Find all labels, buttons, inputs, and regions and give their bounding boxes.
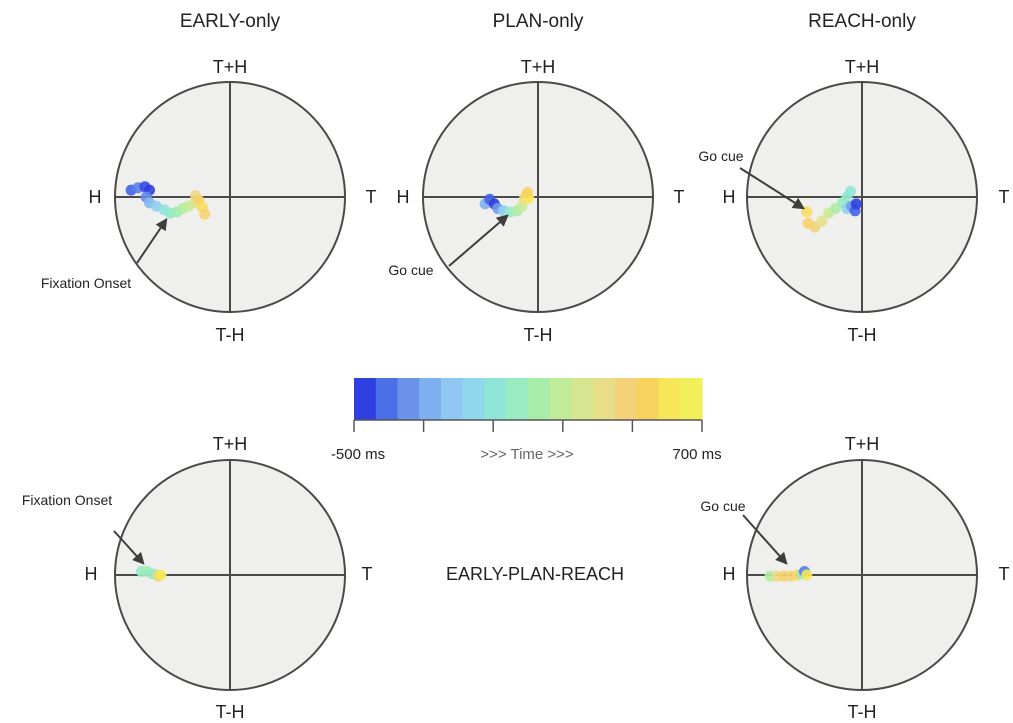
- panel-title-early-only: EARLY-only: [180, 11, 281, 32]
- colorbar-min-label: -500 ms: [331, 446, 385, 463]
- axis-label-right: T: [366, 187, 377, 207]
- colorbar-segment: [441, 378, 464, 420]
- colorbar-segment: [528, 378, 551, 420]
- time-colorbar: [354, 378, 703, 420]
- colorbar-segment: [571, 378, 594, 420]
- colorbar-segment: [658, 378, 681, 420]
- polar-panel-reach-only: T+H T-H H T Go cue: [698, 57, 1009, 345]
- panel-title-reach-only: REACH-only: [808, 11, 916, 32]
- colorbar-segment: [375, 378, 399, 420]
- polar-panel-early-plan-reach-right: T+H T-H H T Go cue: [700, 434, 1009, 722]
- polar-panel-early-only: T+H T-H H T Fixation Onset: [41, 57, 377, 345]
- colorbar-max-label: 700 ms: [672, 446, 721, 463]
- trajectory-early-only: [125, 181, 211, 220]
- colorbar-segment: [419, 378, 442, 420]
- trajectory-point: [155, 569, 167, 581]
- trajectory-point: [199, 208, 211, 220]
- annotation-arrow: [739, 167, 806, 210]
- axis-label-right: T: [999, 187, 1010, 207]
- axis-label-bottom: T-H: [848, 702, 877, 722]
- trajectory-point: [850, 198, 862, 210]
- axis-label-left: H: [723, 187, 736, 207]
- trajectory-early-plan-reach-right: [764, 566, 813, 582]
- axis-label-right: T: [674, 187, 685, 207]
- trajectory-reach-only: [801, 185, 862, 233]
- colorbar-segment: [636, 378, 660, 420]
- colorbar-mid-label: >>> Time >>>: [480, 446, 574, 463]
- axis-label-bottom: T-H: [216, 325, 245, 345]
- trajectory-point: [801, 569, 813, 581]
- polar-panel-early-plan-reach-left: T+H T-H H T Fixation Onset: [22, 434, 373, 722]
- colorbar-segment: [484, 378, 507, 420]
- annotation-arrow: [448, 214, 509, 267]
- colorbar-segment: [397, 378, 420, 420]
- annotation-go-cue: Go cue: [388, 262, 433, 278]
- colorbar-segment: [615, 378, 638, 420]
- center-label-early-plan-reach: EARLY-PLAN-REACH: [446, 564, 624, 584]
- annotation-go-cue: Go cue: [700, 498, 745, 514]
- annotation-go-cue: Go cue: [698, 148, 743, 164]
- annotation-arrow: [113, 530, 145, 565]
- colorbar-ticks: [353, 420, 703, 432]
- axis-label-top: T+H: [845, 57, 880, 77]
- colorbar-segment: [549, 378, 573, 420]
- annotation-arrow: [742, 514, 788, 565]
- colorbar-segment: [593, 378, 616, 420]
- panel-title-plan-only: PLAN-only: [493, 11, 584, 32]
- trajectory-point: [845, 185, 856, 197]
- axis-label-top: T+H: [213, 434, 248, 454]
- axis-label-left: H: [397, 187, 410, 207]
- axis-label-top: T+H: [845, 434, 880, 454]
- axis-label-top: T+H: [213, 57, 248, 77]
- trajectory-point: [816, 215, 828, 227]
- axis-label-right: T: [999, 564, 1010, 584]
- axis-label-bottom: T-H: [216, 702, 245, 722]
- axis-label-bottom: T-H: [848, 325, 877, 345]
- colorbar-segment: [354, 378, 377, 420]
- axis-label-left: H: [89, 187, 102, 207]
- colorbar-segment: [506, 378, 529, 420]
- axis-label-top: T+H: [521, 57, 556, 77]
- colorbar-segment: [680, 378, 703, 420]
- axis-label-right: T: [362, 564, 373, 584]
- axis-label-left: H: [723, 564, 736, 584]
- annotation-fixation-onset: Fixation Onset: [22, 492, 112, 508]
- trajectory-early-plan-reach-left: [135, 566, 167, 582]
- axis-label-bottom: T-H: [524, 325, 553, 345]
- trajectory-point: [522, 186, 534, 198]
- axis-label-left: H: [85, 564, 98, 584]
- annotation-fixation-onset: Fixation Onset: [41, 275, 131, 291]
- colorbar-segment: [462, 378, 486, 420]
- trajectory-plan-only: [479, 186, 535, 218]
- polar-panel-plan-only: T+H T-H H T Go cue: [388, 57, 684, 345]
- annotation-arrow: [136, 218, 168, 264]
